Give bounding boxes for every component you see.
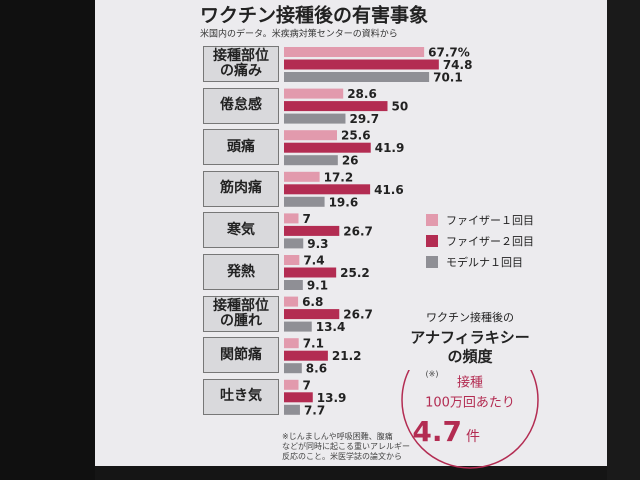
category-label: 接種部位 の腫れ	[203, 295, 279, 332]
bar	[284, 363, 302, 374]
legend-swatch	[426, 235, 438, 247]
bar	[284, 47, 425, 57]
value-label: 25.6	[341, 129, 371, 143]
value-label: 13.4	[316, 320, 346, 334]
category-label: 関節痛	[203, 337, 279, 374]
value-label: 7.1	[303, 337, 324, 351]
bar	[284, 184, 371, 195]
bar	[284, 350, 328, 361]
bar	[284, 171, 320, 182]
legend-swatch	[426, 214, 438, 226]
value-label: 25.2	[340, 266, 370, 280]
legend-label: モデルナ１回目	[446, 255, 523, 269]
annotation-title: の頻度	[447, 348, 493, 366]
bar	[284, 280, 303, 290]
bar	[284, 155, 338, 166]
bar	[284, 267, 337, 278]
category-label: 寒気	[203, 212, 279, 249]
category-label: 接種部位 の痛み	[203, 46, 279, 82]
bar	[284, 309, 340, 320]
value-label: 41.9	[375, 141, 405, 155]
annotation-bg	[405, 300, 535, 370]
value-label: 9.3	[307, 237, 328, 251]
bar	[284, 392, 313, 403]
annotation-title: アナフィラキシー	[410, 329, 529, 347]
bar	[284, 113, 346, 124]
value-label: 7.4	[303, 254, 324, 268]
category-label: 筋肉痛	[203, 170, 279, 207]
value-label: 9.1	[307, 279, 328, 293]
value-label: 29.7	[349, 112, 379, 126]
annotation-text: 100万回あたり	[425, 396, 515, 411]
legend-label: ファイザー２回目	[446, 235, 534, 248]
value-label: 21.2	[332, 349, 362, 363]
value-label: 50	[392, 100, 409, 114]
bar	[284, 296, 299, 307]
right-bezel	[607, 0, 640, 480]
bar	[284, 142, 371, 153]
bar	[284, 72, 430, 82]
value-label: 7.7	[304, 403, 325, 417]
category-label: 倦怠感	[203, 87, 279, 124]
annotation-text: 接種	[457, 375, 483, 391]
annotation-unit: 件	[466, 429, 480, 445]
bar	[284, 213, 299, 224]
value-label: 26.7	[343, 308, 373, 322]
value-label: 67.7%	[428, 46, 470, 60]
chart-title: ワクチン接種後の有害事象	[200, 4, 428, 27]
category-label: 頭痛	[203, 129, 279, 166]
annotation-note: (※)	[426, 370, 439, 379]
annotation-value: 4.7	[412, 415, 462, 448]
value-label: 41.6	[374, 183, 404, 197]
value-label: 17.2	[324, 170, 354, 184]
bar	[284, 196, 325, 207]
bar	[284, 101, 388, 112]
bar	[284, 88, 344, 99]
value-label: 13.9	[317, 391, 347, 405]
legend-swatch	[426, 256, 438, 268]
value-label: 28.6	[347, 87, 377, 101]
bar	[284, 238, 304, 249]
value-label: 26	[342, 154, 359, 168]
bar	[284, 225, 340, 236]
bar	[284, 404, 300, 415]
bar	[284, 321, 312, 332]
bar	[284, 255, 300, 265]
footnote: ※じんましんや呼吸困難、腹痛 などが同時に起こる重いアレルギー 反応のこと。米医…	[282, 432, 410, 461]
bar	[284, 338, 299, 349]
value-label: 74.8	[443, 58, 473, 72]
value-label: 8.6	[306, 362, 327, 376]
value-label: 6.8	[302, 295, 323, 309]
bar	[284, 59, 439, 70]
legend-label: ファイザー１回目	[446, 214, 534, 227]
left-bezel	[0, 0, 95, 480]
bar	[284, 130, 337, 141]
value-label: 26.7	[343, 224, 373, 238]
category-label: 吐き気	[203, 378, 279, 415]
value-label: 70.1	[433, 71, 463, 85]
category-label: 発熱	[203, 254, 279, 290]
value-label: 7	[302, 212, 310, 226]
value-label: 7	[302, 378, 310, 392]
bar	[284, 379, 299, 390]
value-label: 19.6	[329, 195, 359, 209]
annotation-title: ワクチン接種後の	[426, 310, 514, 324]
subtitle: 米国内のデータ。米疾病対策センターの資料から	[200, 28, 398, 40]
